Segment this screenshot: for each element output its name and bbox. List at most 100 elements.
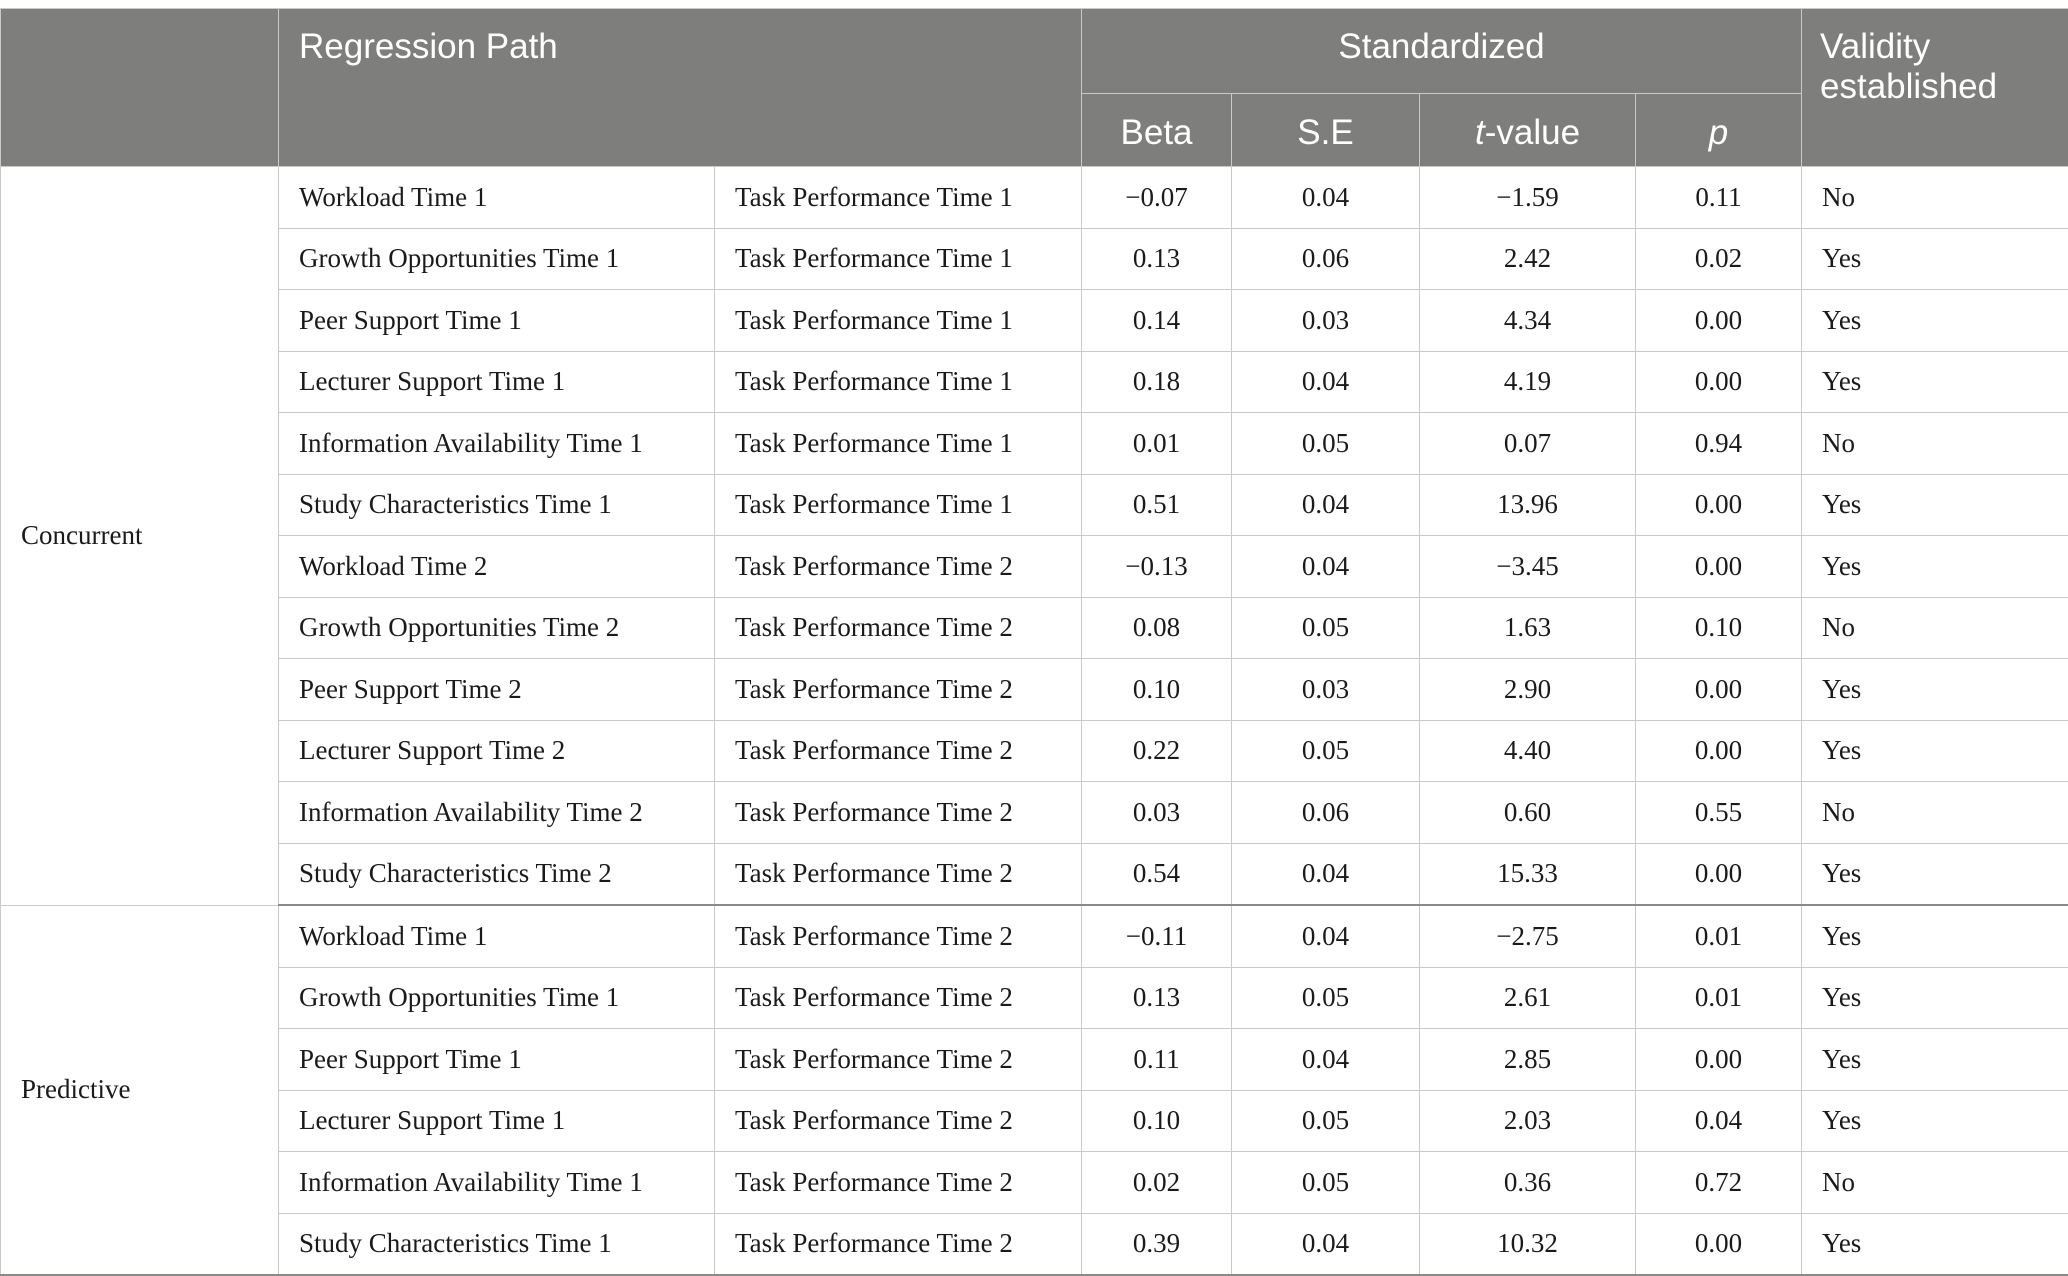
outcome-cell: Task Performance Time 1	[715, 290, 1082, 352]
se-cell: 0.04	[1232, 1213, 1420, 1275]
p-value-cell: 0.00	[1636, 1029, 1802, 1091]
predictor-cell: Peer Support Time 1	[279, 1029, 715, 1091]
beta-cell: 0.14	[1082, 290, 1232, 352]
t-value-cell: 2.90	[1420, 659, 1636, 721]
validity-cell: No	[1802, 782, 2068, 844]
beta-cell: −0.07	[1082, 167, 1232, 229]
validity-cell: Yes	[1802, 290, 2068, 352]
beta-cell: 0.08	[1082, 597, 1232, 659]
se-cell: 0.04	[1232, 843, 1420, 905]
outcome-cell: Task Performance Time 2	[715, 659, 1082, 721]
header-t-suffix: -value	[1485, 113, 1580, 152]
validity-cell: Yes	[1802, 659, 2068, 721]
validity-cell: Yes	[1802, 536, 2068, 598]
outcome-cell: Task Performance Time 2	[715, 967, 1082, 1029]
outcome-cell: Task Performance Time 2	[715, 843, 1082, 905]
se-cell: 0.05	[1232, 967, 1420, 1029]
validity-cell: Yes	[1802, 228, 2068, 290]
p-value-cell: 0.00	[1636, 536, 1802, 598]
outcome-cell: Task Performance Time 1	[715, 413, 1082, 475]
se-cell: 0.04	[1232, 474, 1420, 536]
predictor-cell: Lecturer Support Time 1	[279, 351, 715, 413]
regression-results-table: Regression Path Standardized Validity es…	[0, 8, 2068, 1276]
p-value-cell: 0.00	[1636, 1213, 1802, 1275]
beta-cell: 0.02	[1082, 1152, 1232, 1214]
header-t-value: t-value	[1420, 94, 1636, 167]
predictor-cell: Study Characteristics Time 1	[279, 1213, 715, 1275]
p-value-cell: 0.00	[1636, 720, 1802, 782]
p-value-cell: 0.00	[1636, 351, 1802, 413]
validity-cell: No	[1802, 167, 2068, 229]
validity-cell: Yes	[1802, 905, 2068, 967]
t-value-cell: 0.07	[1420, 413, 1636, 475]
p-value-cell: 0.10	[1636, 597, 1802, 659]
header-standardized: Standardized	[1082, 9, 1802, 94]
validity-cell: Yes	[1802, 351, 2068, 413]
se-cell: 0.06	[1232, 228, 1420, 290]
se-cell: 0.05	[1232, 1090, 1420, 1152]
outcome-cell: Task Performance Time 2	[715, 536, 1082, 598]
beta-cell: 0.10	[1082, 659, 1232, 721]
group-label-predictive: Predictive	[1, 905, 279, 1275]
t-value-cell: 1.63	[1420, 597, 1636, 659]
validity-cell: No	[1802, 1152, 2068, 1214]
se-cell: 0.04	[1232, 1029, 1420, 1091]
t-value-cell: −2.75	[1420, 905, 1636, 967]
p-value-cell: 0.01	[1636, 967, 1802, 1029]
p-value-cell: 0.00	[1636, 659, 1802, 721]
predictor-cell: Growth Opportunities Time 1	[279, 967, 715, 1029]
predictor-cell: Workload Time 1	[279, 167, 715, 229]
predictor-cell: Information Availability Time 2	[279, 782, 715, 844]
table-header: Regression Path Standardized Validity es…	[1, 9, 2068, 167]
header-t-italic: t	[1475, 113, 1485, 152]
validity-cell: No	[1802, 413, 2068, 475]
predictor-cell: Study Characteristics Time 1	[279, 474, 715, 536]
t-value-cell: 15.33	[1420, 843, 1636, 905]
outcome-cell: Task Performance Time 2	[715, 1029, 1082, 1091]
p-value-cell: 0.00	[1636, 474, 1802, 536]
p-value-cell: 0.00	[1636, 843, 1802, 905]
beta-cell: 0.22	[1082, 720, 1232, 782]
predictor-cell: Study Characteristics Time 2	[279, 843, 715, 905]
t-value-cell: 13.96	[1420, 474, 1636, 536]
outcome-cell: Task Performance Time 1	[715, 167, 1082, 229]
validity-cell: Yes	[1802, 1090, 2068, 1152]
outcome-cell: Task Performance Time 2	[715, 720, 1082, 782]
beta-cell: 0.10	[1082, 1090, 1232, 1152]
validity-cell: Yes	[1802, 1213, 2068, 1275]
beta-cell: 0.11	[1082, 1029, 1232, 1091]
p-value-cell: 0.02	[1636, 228, 1802, 290]
t-value-cell: 0.60	[1420, 782, 1636, 844]
se-cell: 0.06	[1232, 782, 1420, 844]
beta-cell: 0.51	[1082, 474, 1232, 536]
p-value-cell: 0.72	[1636, 1152, 1802, 1214]
predictor-cell: Workload Time 1	[279, 905, 715, 967]
se-cell: 0.04	[1232, 905, 1420, 967]
predictor-cell: Peer Support Time 2	[279, 659, 715, 721]
t-value-cell: 2.03	[1420, 1090, 1636, 1152]
outcome-cell: Task Performance Time 1	[715, 474, 1082, 536]
predictor-cell: Growth Opportunities Time 2	[279, 597, 715, 659]
header-validity-established: Validity established	[1802, 9, 2068, 167]
header-group-blank	[1, 9, 279, 167]
header-regression-path: Regression Path	[279, 9, 1082, 167]
beta-cell: 0.18	[1082, 351, 1232, 413]
t-value-cell: 4.19	[1420, 351, 1636, 413]
se-cell: 0.05	[1232, 1152, 1420, 1214]
outcome-cell: Task Performance Time 2	[715, 1213, 1082, 1275]
predictor-cell: Lecturer Support Time 2	[279, 720, 715, 782]
beta-cell: 0.13	[1082, 228, 1232, 290]
header-se: S.E	[1232, 94, 1420, 167]
